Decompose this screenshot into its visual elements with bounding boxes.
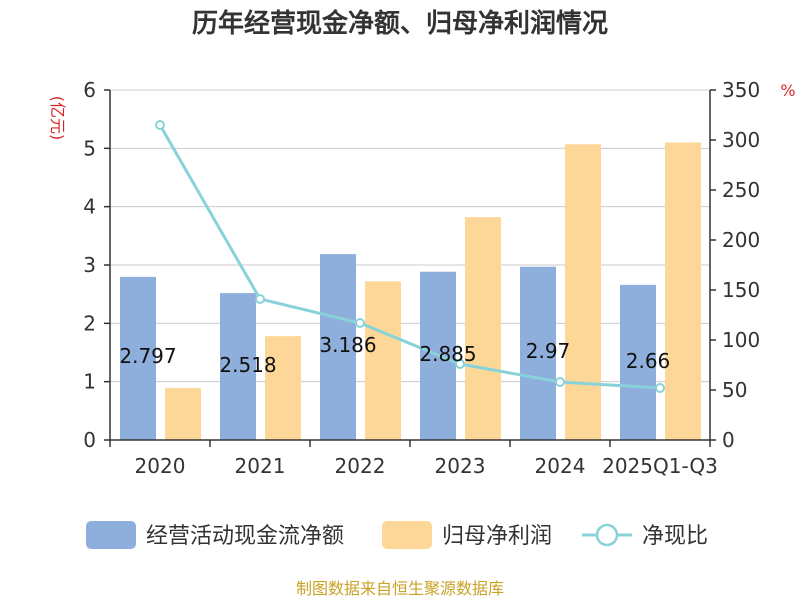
- data-labels: 2.797 2.518 3.186 2.885 2.97 2.66: [119, 333, 670, 377]
- cashflow-bar: [220, 293, 256, 440]
- source-note: 制图数据来自恒生聚源数据库: [296, 579, 504, 598]
- axes: 0 1 2 3 4 5 6 0 50 100 150 200 250 300 350 2020 2021 2022…: [83, 78, 760, 478]
- right-tick-label: 350: [722, 78, 760, 102]
- left-tick-label: 6: [83, 78, 96, 102]
- right-axis-unit: %: [780, 81, 795, 100]
- x-tick-label: 2023: [435, 454, 486, 478]
- cashflow-data-label: 2.66: [626, 349, 671, 373]
- x-tick-label: 2022: [335, 454, 386, 478]
- left-axis-unit: (亿元): [48, 96, 67, 141]
- cashflow-bar: [520, 266, 556, 440]
- right-tick-label: 300: [722, 128, 760, 152]
- x-tick-label: 2020: [135, 454, 186, 478]
- ratio-point: [455, 359, 465, 369]
- net-profit-bar: [665, 142, 701, 440]
- legend-swatch-cashflow: [86, 521, 136, 549]
- x-tick-label: 2025Q1-Q3: [602, 454, 718, 478]
- right-tick-label: 100: [722, 328, 760, 352]
- cashflow-data-label: 2.518: [219, 353, 276, 377]
- ratio-point: [255, 294, 265, 304]
- ratio-point: [355, 318, 365, 328]
- legend-label-cashflow: 经营活动现金流净额: [146, 524, 344, 549]
- net-profit-bar: [565, 144, 601, 440]
- net-profit-bar: [365, 281, 401, 440]
- left-tick-label: 4: [83, 195, 96, 219]
- cashflow-bar: [620, 284, 656, 440]
- legend-label-net-profit: 归母净利润: [442, 524, 552, 549]
- cashflow-data-label: 2.97: [526, 339, 571, 363]
- cashflow-bar: [120, 276, 156, 440]
- legend-label-ratio: 净现比: [642, 524, 708, 549]
- legend-swatch-net-profit: [382, 521, 432, 549]
- ratio-line: [155, 120, 665, 393]
- ratio-point: [655, 383, 665, 393]
- right-tick-label: 200: [722, 228, 760, 252]
- left-tick-label: 5: [83, 136, 96, 160]
- right-tick-label: 50: [722, 378, 747, 402]
- ratio-series-line: [158, 124, 661, 390]
- cashflow-data-label: 3.186: [319, 333, 376, 357]
- legend-marker-ratio: [595, 523, 619, 547]
- left-tick-label: 0: [83, 428, 96, 452]
- legend: 经营活动现金流净额 归母净利润 净现比: [86, 521, 708, 549]
- x-tick-label: 2024: [535, 454, 586, 478]
- ratio-point: [555, 377, 565, 387]
- net-profit-bar: [465, 217, 501, 440]
- ratio-point: [155, 120, 165, 130]
- cashflow-data-label: 2.797: [119, 344, 176, 368]
- bars: [120, 142, 701, 440]
- cashflow-data-label: 2.885: [419, 342, 476, 366]
- right-tick-label: 250: [722, 178, 760, 202]
- left-tick-label: 2: [83, 311, 96, 335]
- net-profit-bar: [265, 336, 301, 440]
- chart-title: 历年经营现金净额、归母净利润情况: [192, 8, 608, 39]
- right-tick-label: 0: [722, 428, 735, 452]
- cashflow-bar: [320, 254, 356, 440]
- left-tick-label: 3: [83, 253, 96, 277]
- left-tick-label: 1: [83, 370, 96, 394]
- x-tick-label: 2021: [235, 454, 286, 478]
- net-profit-bar: [165, 388, 201, 440]
- gridlines: [110, 89, 710, 383]
- right-tick-label: 150: [722, 278, 760, 302]
